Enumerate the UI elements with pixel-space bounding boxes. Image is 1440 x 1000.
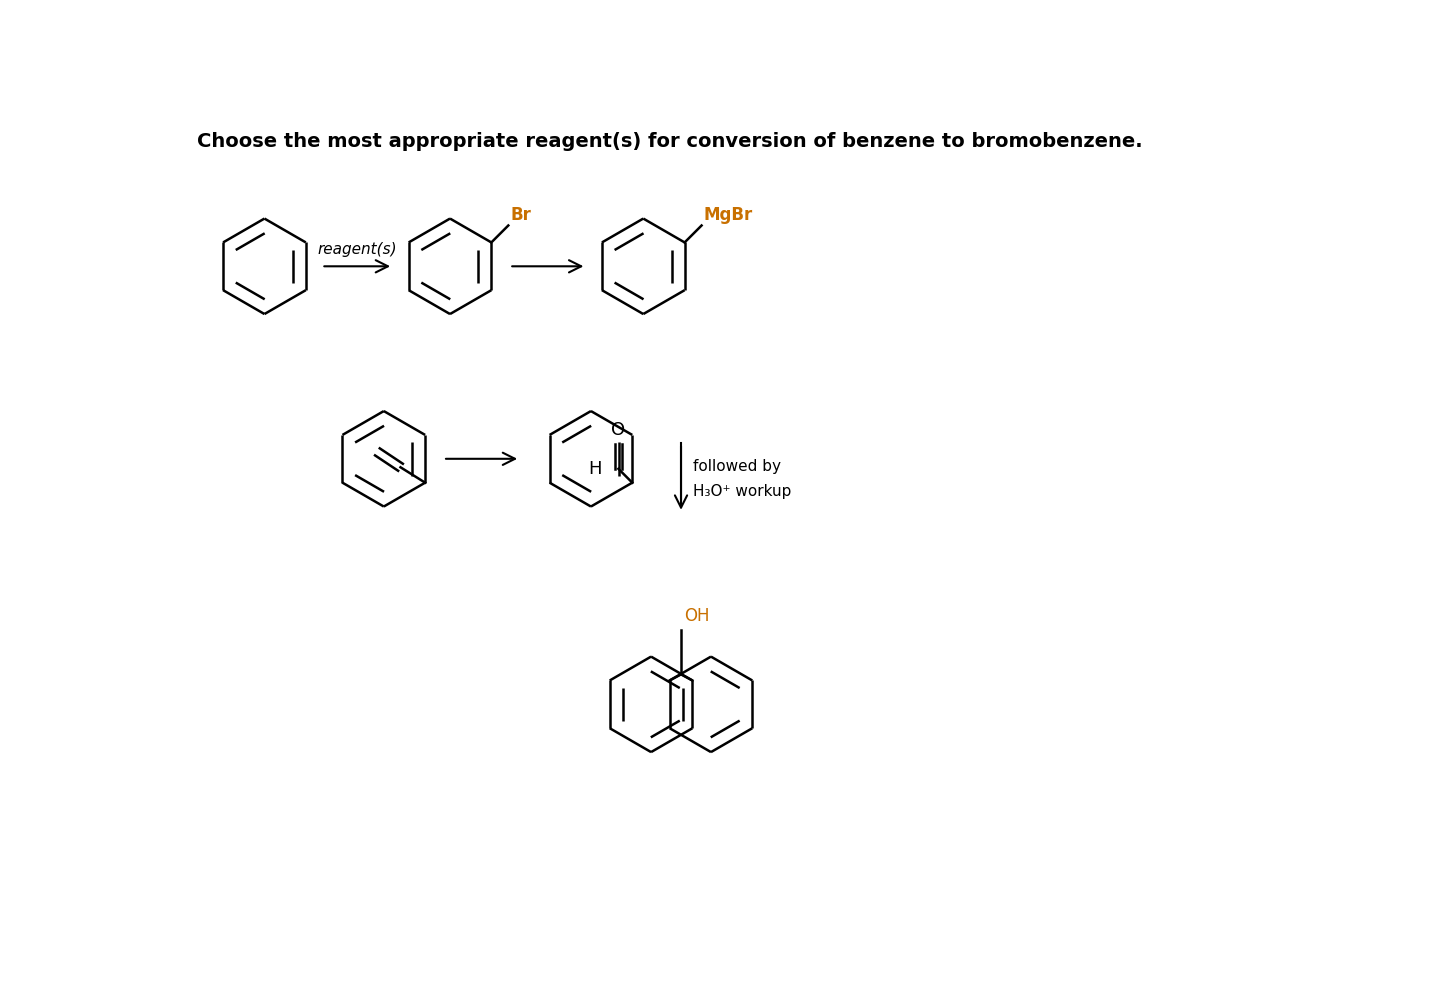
Text: OH: OH [684,607,710,625]
Text: Choose the most appropriate reagent(s) for conversion of benzene to bromobenzene: Choose the most appropriate reagent(s) f… [197,132,1143,151]
Text: MgBr: MgBr [704,206,753,224]
Text: H: H [588,460,602,478]
Text: O: O [612,421,625,439]
Text: Br: Br [511,206,531,224]
Text: followed by: followed by [693,459,780,474]
Text: H₃O⁺ workup: H₃O⁺ workup [693,484,791,499]
Text: reagent(s): reagent(s) [317,242,397,257]
